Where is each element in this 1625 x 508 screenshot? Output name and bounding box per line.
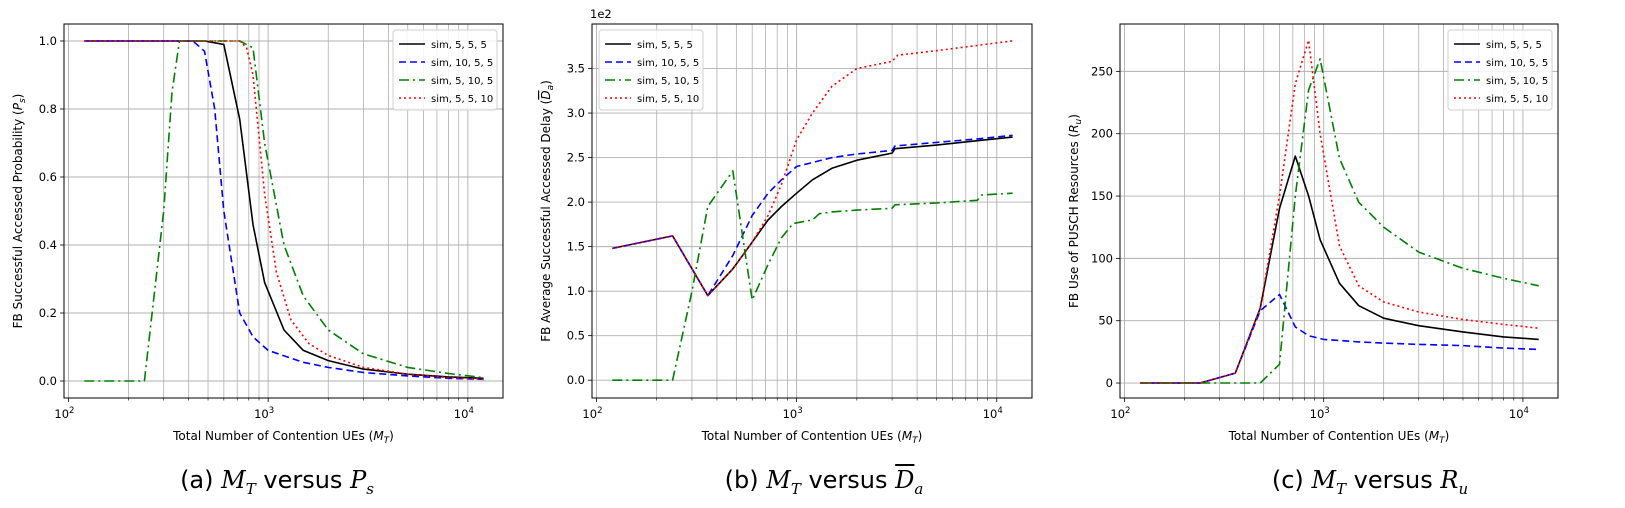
y-tick-label: 0.0 <box>39 374 57 388</box>
series-line-1 <box>612 136 1013 297</box>
x-axis-label: Total Number of Contention UEs (MT) <box>172 429 394 446</box>
legend-box <box>1447 29 1553 111</box>
x-tick-label: 103 <box>1310 406 1330 421</box>
y-tick-label: 0.5 <box>567 329 585 343</box>
y-tick-label: 2.5 <box>567 151 585 165</box>
y-tick-label: 1.0 <box>567 284 585 298</box>
caption-c: (c) MT versus Ru <box>1271 466 1469 498</box>
x-axis-label: Total Number of Contention UEs (MT) <box>701 429 923 446</box>
x-tick-label: 102 <box>1110 406 1130 421</box>
series-line-1 <box>1140 155 1539 384</box>
x-tick-label: 104 <box>983 406 1003 421</box>
x-tick-label: 104 <box>1509 406 1529 421</box>
series-line-3 <box>1140 58 1539 384</box>
y-tick-label: 50 <box>1098 314 1113 328</box>
y-tick-label: 0.8 <box>39 102 57 116</box>
y-tick-label: 2.0 <box>567 195 585 209</box>
series-line-2 <box>612 134 1013 297</box>
series-line-4 <box>612 40 1013 297</box>
chart-panel-2: 0.0 0.5 1.0 1.5 2.0 2.5 3.0 3.5 102 103 104 1e2 Tota… <box>539 7 1033 446</box>
y-tick-label: 0 <box>1106 376 1113 390</box>
y-scale-note: 1e2 <box>590 7 612 21</box>
legend-label-3: sim, 5, 10, 5 <box>637 76 699 87</box>
y-axis-label: FB Average Successful Accessed Delay (Da… <box>539 80 556 342</box>
legend: sim, 5, 5, 5 sim, 10, 5, 5 sim, 5, 10, 5 si… <box>1447 29 1553 111</box>
plot-frame <box>63 23 504 399</box>
series-line-2 <box>1140 293 1539 384</box>
legend-label-2: sim, 10, 5, 5 <box>637 58 699 69</box>
y-tick-label: 3.0 <box>567 106 585 120</box>
plot-frame <box>1119 23 1559 399</box>
y-tick-label: 1.0 <box>39 34 57 48</box>
grid <box>64 24 503 398</box>
chart-panel-3: 0 50 100 150 200 250 102 103 104 Total Number of … <box>1067 23 1559 446</box>
y-tick-label: 100 <box>1091 251 1113 265</box>
caption-b: (b) MT versus Da <box>724 466 924 498</box>
series-group <box>1140 39 1539 384</box>
legend-box <box>392 29 498 111</box>
y-tick-label: 200 <box>1091 127 1113 141</box>
legend-box <box>598 29 704 111</box>
chart-panel-1: 0.0 0.2 0.4 0.6 0.8 1.0 102 103 104 Total Number … <box>11 23 504 446</box>
series-group <box>612 40 1013 382</box>
caption-a: (a) MT versus Ps <box>180 466 374 498</box>
legend: sim, 5, 5, 5 sim, 10, 5, 5 sim, 5, 10, 5 si… <box>598 29 704 111</box>
x-tick-label: 102 <box>582 406 602 421</box>
legend-label-4: sim, 5, 5, 10 <box>431 94 493 105</box>
y-tick-label: 1.5 <box>567 240 585 254</box>
legend-label-1: sim, 5, 5, 5 <box>1486 40 1542 51</box>
y-tick-label: 0.2 <box>39 306 57 320</box>
x-tick-label: 102 <box>54 406 74 421</box>
legend-label-3: sim, 5, 10, 5 <box>1486 76 1548 87</box>
legend: sim, 5, 5, 5 sim, 10, 5, 5 sim, 5, 10, 5 si… <box>392 29 498 111</box>
x-tick-label: 103 <box>783 406 803 421</box>
y-tick-label: 0.4 <box>39 238 57 252</box>
x-tick-label: 104 <box>454 406 474 421</box>
y-axis-label: FB Successful Accessed Probability (Ps) <box>11 94 28 329</box>
x-tick-label: 103 <box>254 406 274 421</box>
legend-label-4: sim, 5, 5, 10 <box>1486 94 1548 105</box>
legend-label-1: sim, 5, 5, 5 <box>431 40 487 51</box>
series-line-3 <box>84 40 484 382</box>
legend-label-4: sim, 5, 5, 10 <box>637 94 699 105</box>
y-axis-label: FB Use of PUSCH Resources (Ru) <box>1067 114 1084 308</box>
plot-frame <box>591 23 1033 399</box>
series-group <box>84 40 484 382</box>
y-tick-label: 3.5 <box>567 62 585 76</box>
y-tick-label: 0.6 <box>39 170 57 184</box>
y-tick-label: 150 <box>1091 189 1113 203</box>
y-tick-label: 0.0 <box>567 373 585 387</box>
series-line-3 <box>612 170 1013 382</box>
legend-label-1: sim, 5, 5, 5 <box>637 40 693 51</box>
legend-label-2: sim, 10, 5, 5 <box>431 58 493 69</box>
y-tick-label: 250 <box>1091 64 1113 78</box>
legend-label-2: sim, 10, 5, 5 <box>1486 58 1548 69</box>
legend-label-3: sim, 5, 10, 5 <box>431 76 493 87</box>
series-line-4 <box>84 40 484 381</box>
x-axis-label: Total Number of Contention UEs (MT) <box>1228 429 1450 446</box>
